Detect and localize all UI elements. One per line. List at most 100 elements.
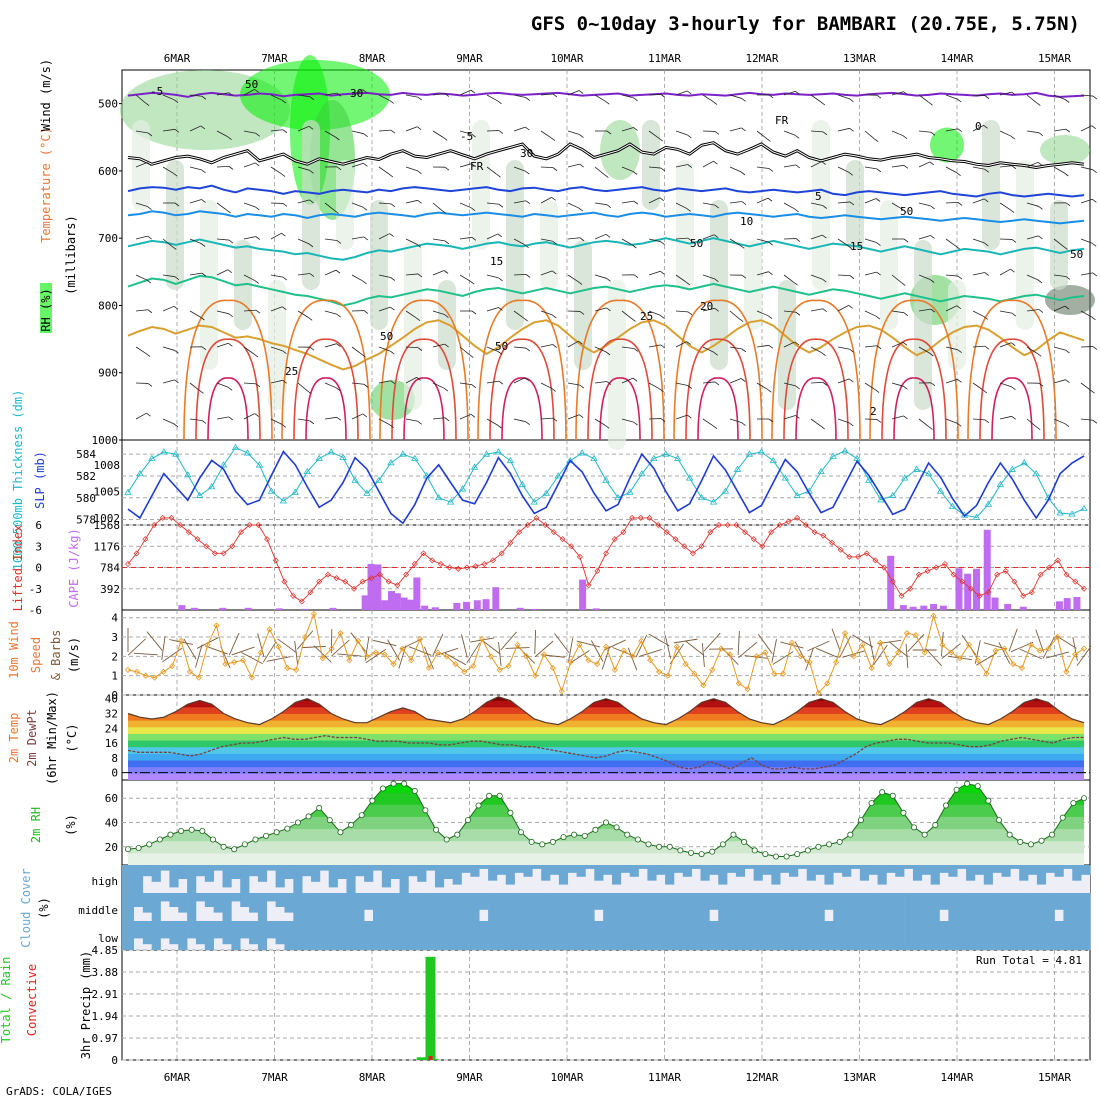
wind-barb: [1065, 349, 1070, 354]
wind-barb: [525, 170, 530, 175]
wind-barb: [471, 237, 477, 241]
wind-barb: [216, 165, 230, 168]
wind-barb: [498, 380, 504, 385]
wind-barb: [351, 382, 364, 385]
wind-speed-point: [647, 657, 654, 664]
cloud-low-cell: [550, 921, 560, 950]
wind-speed-point: [576, 641, 583, 648]
wind-barb: [486, 274, 499, 279]
wind-barb: [714, 204, 720, 209]
lifted-index-point: [820, 532, 827, 539]
wind-barb: [848, 171, 854, 176]
wind-barb: [1080, 94, 1093, 97]
lifted-index-point: [359, 578, 366, 585]
cloud-middle-cell: [1001, 893, 1011, 921]
wind-barb: [606, 307, 611, 312]
lifted-index-point: [811, 529, 818, 536]
wind-barb: [660, 167, 666, 172]
wind-barb: [324, 382, 337, 389]
wind-barb: [1011, 239, 1017, 243]
cloud-high-cell: [966, 865, 976, 881]
wind-barb: [741, 348, 747, 353]
cloud-middle-cell: [665, 893, 675, 921]
contour-label: 0: [975, 120, 982, 133]
wind-barb: [498, 203, 504, 208]
thickness-point: [124, 488, 132, 495]
wind-barb: [945, 346, 958, 351]
cloud-middle-cell: [700, 893, 710, 921]
wind-barb: [729, 94, 742, 99]
surface-temp-contour: [293, 338, 359, 441]
cloud-high-cell: [541, 865, 551, 881]
cloud-high-cell: [983, 865, 993, 885]
wind-barb: [606, 130, 612, 135]
wind-barb: [767, 197, 773, 202]
wind-barb-10m: [1076, 646, 1092, 666]
lifted-index-tick: 0: [35, 562, 42, 575]
cloud-middle-cell: [691, 893, 701, 921]
thickness-point: [160, 448, 168, 455]
cloud-low-cell: [134, 921, 144, 939]
wind10-axis-label-2: Speed: [29, 637, 43, 673]
wind-barb: [282, 203, 288, 207]
cape-bar: [909, 606, 917, 610]
wind-barb: [282, 350, 287, 355]
lifted-index-point: [611, 536, 618, 543]
thickness-point: [148, 454, 156, 461]
rh-band: [128, 783, 1084, 793]
surface-temp-contour: [489, 338, 555, 441]
wind-barb: [253, 353, 259, 358]
rh-point: [964, 780, 971, 787]
rh-point: [815, 843, 822, 850]
wind-barb: [837, 238, 849, 247]
slp-tick: 1005: [94, 485, 121, 498]
wind-speed-point: [709, 666, 716, 673]
wind-barb: [351, 162, 364, 168]
wind-barb-10m: [888, 641, 908, 657]
wind-speed-point: [833, 659, 840, 666]
cloud-low-cell: [284, 921, 294, 950]
cloud-middle-cell: [169, 893, 179, 907]
wind-barb: [837, 166, 849, 173]
rh-point: [507, 809, 514, 816]
wind-barb: [390, 380, 396, 385]
wind-barb: [432, 343, 445, 348]
wind-barb: [270, 418, 282, 425]
rh-point: [709, 848, 716, 855]
wind10-axis-label-1: 10m Wind: [7, 621, 21, 679]
wind-barb: [444, 93, 450, 97]
lifted-index-point: [185, 529, 192, 536]
cloud-low-cell: [1081, 921, 1091, 950]
rh-point: [337, 829, 344, 836]
wind-barb: [891, 130, 904, 137]
lifted-index-point: [272, 557, 279, 564]
wind-speed-point: [771, 670, 778, 677]
wind-barb: [621, 418, 634, 423]
thickness-point: [399, 450, 407, 457]
wind-speed-point: [1054, 633, 1061, 641]
wind-barb: [309, 273, 315, 277]
wind-barb: [486, 418, 498, 426]
cloud-high-cell: [638, 865, 648, 869]
rh-tick: 60: [105, 792, 118, 805]
wind-barb: [162, 274, 175, 278]
isotherm-line: [127, 91, 1085, 98]
wind-speed-point: [664, 672, 672, 679]
thickness-point: [697, 493, 706, 501]
cloud-low-cell: [904, 921, 914, 950]
wind-barb-10m: [1035, 629, 1045, 653]
wind-barb-10m: [638, 649, 662, 657]
lifted-index-point: [785, 518, 792, 525]
cloud-middle-cell: [851, 893, 861, 921]
wind-barb: [810, 234, 823, 240]
lifted-index-point: [1028, 589, 1035, 596]
wind-barb: [687, 414, 692, 419]
lifted-index-point: [994, 571, 1001, 578]
wind-barb: [306, 390, 312, 395]
cloud-middle-cell: [461, 893, 471, 921]
upper-y-tick: 800: [98, 299, 118, 312]
surface-temp-contour: [587, 338, 653, 441]
wind-barb: [972, 94, 986, 97]
rh-point: [847, 831, 854, 838]
wind-barb: [405, 126, 418, 132]
